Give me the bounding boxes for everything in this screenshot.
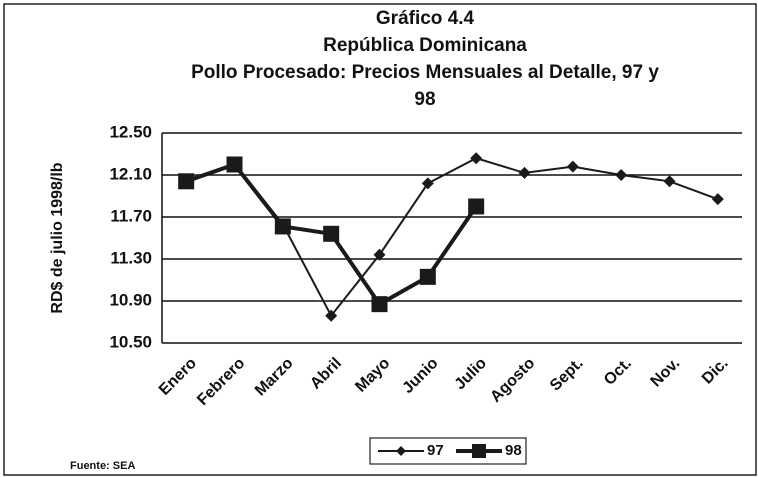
chart-title: República Dominicana bbox=[323, 35, 527, 56]
marker bbox=[472, 444, 486, 458]
marker bbox=[421, 177, 434, 190]
x-tick-label: Abril bbox=[307, 355, 345, 393]
marker bbox=[663, 175, 676, 188]
chart-title: Pollo Procesado: Precios Mensuales al De… bbox=[191, 62, 659, 83]
legend-label: 97 bbox=[427, 442, 444, 459]
marker bbox=[615, 169, 628, 181]
marker bbox=[226, 156, 243, 173]
marker bbox=[178, 173, 195, 190]
y-tick-label: 12.10 bbox=[109, 164, 152, 183]
x-tick-label: Julio bbox=[452, 355, 491, 394]
chart-title: 98 bbox=[414, 89, 435, 110]
y-tick-label: 12.50 bbox=[109, 122, 152, 141]
marker bbox=[419, 268, 436, 285]
marker bbox=[373, 248, 386, 261]
x-tick-label: Sept. bbox=[547, 355, 587, 395]
y-tick-label: 11.70 bbox=[110, 206, 152, 225]
y-axis-label: RD$ de julio 1998/lb bbox=[49, 162, 66, 313]
x-tick-label: Nov. bbox=[648, 355, 684, 391]
y-tick-label: 10.50 bbox=[109, 332, 152, 351]
y-tick-label: 11.30 bbox=[110, 248, 152, 267]
marker bbox=[274, 218, 291, 235]
x-tick-label: Enero bbox=[156, 355, 200, 399]
y-tick-label: 10.90 bbox=[109, 290, 152, 309]
marker bbox=[325, 309, 338, 322]
x-tick-label: Marzo bbox=[252, 355, 297, 400]
marker bbox=[518, 166, 531, 179]
x-tick-label: Agosto bbox=[487, 355, 538, 406]
marker bbox=[566, 160, 579, 173]
marker bbox=[470, 152, 483, 165]
marker bbox=[468, 198, 485, 215]
marker bbox=[711, 193, 724, 206]
marker bbox=[396, 446, 406, 456]
marker bbox=[371, 296, 388, 313]
marker bbox=[323, 225, 340, 242]
line bbox=[185, 157, 719, 318]
source-note: Fuente: SEA bbox=[70, 460, 135, 472]
chart-title: Gráfico 4.4 bbox=[376, 8, 475, 29]
legend-label: 98 bbox=[505, 442, 522, 459]
x-tick-label: Junio bbox=[399, 355, 441, 397]
x-tick-label: Oct. bbox=[601, 355, 635, 389]
x-tick-label: Mayo bbox=[352, 355, 393, 396]
frame bbox=[3, 3, 757, 476]
x-tick-label: Dic. bbox=[699, 355, 732, 388]
x-tick-label: Febrero bbox=[194, 355, 248, 409]
